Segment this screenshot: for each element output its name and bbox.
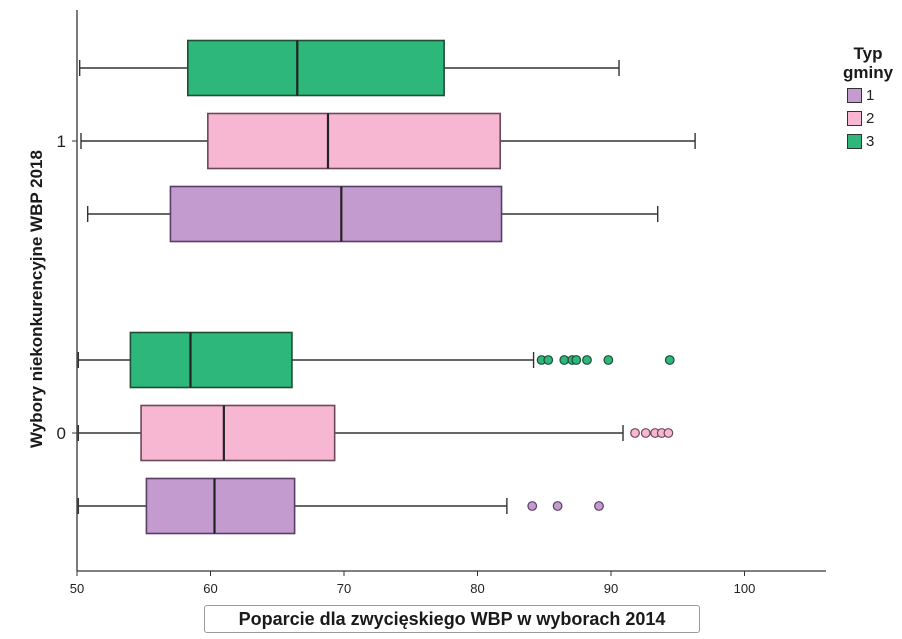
box-series-1-cat-0 — [145, 477, 296, 535]
legend-title: Typ gminy — [842, 44, 894, 82]
x-tick-label-50: 50 — [70, 581, 84, 596]
legend-label-2: 2 — [866, 109, 875, 127]
y-axis-title-text: Wybory niekonkurencyjne WBP 2018 — [27, 150, 46, 448]
legend-item-1: 1 — [838, 85, 898, 105]
outlier-series-3-cat-0-6 — [603, 355, 614, 365]
x-tick-label-100: 100 — [734, 581, 756, 596]
legend: Typ gminy 1 2 3 — [838, 44, 898, 151]
legend-swatch-3 — [847, 133, 862, 149]
legend-item-2: 2 — [838, 108, 898, 128]
legend-item-3: 3 — [838, 131, 898, 151]
legend-label-1: 1 — [866, 86, 875, 104]
outlier-series-3-cat-0-2 — [559, 355, 570, 365]
outlier-series-3-cat-0-1 — [543, 355, 554, 365]
outlier-series-1-cat-0-0 — [527, 501, 538, 511]
y-tick-label-0: 0 — [57, 424, 66, 443]
x-axis-title: Poparcie dla zwycięskiego WBP w wyborach… — [204, 605, 700, 633]
legend-swatch-1 — [847, 87, 862, 103]
x-tick-label-70: 70 — [337, 581, 351, 596]
box-series-3-cat-1 — [187, 39, 445, 97]
x-tick-label-60: 60 — [203, 581, 217, 596]
y-tick-label-1: 1 — [57, 132, 66, 151]
outlier-series-3-cat-0-4 — [571, 355, 582, 365]
outlier-series-2-cat-0-1 — [640, 428, 651, 438]
outlier-series-2-cat-0-0 — [630, 428, 640, 438]
outlier-series-3-cat-0-5 — [582, 355, 592, 365]
legend-swatch-2 — [847, 110, 862, 126]
legend-items: 1 2 3 — [838, 85, 898, 151]
box-series-1-cat-1 — [169, 185, 503, 243]
box-series-2-cat-0 — [140, 404, 336, 462]
box-series-3-cat-0 — [129, 331, 293, 389]
outlier-series-2-cat-0-4 — [663, 428, 674, 438]
outlier-series-1-cat-0-1 — [552, 501, 563, 511]
x-tick-label-90: 90 — [604, 581, 618, 596]
box-series-2-cat-1 — [207, 112, 501, 170]
outlier-series-1-cat-0-2 — [594, 501, 604, 511]
outlier-series-3-cat-0-7 — [664, 355, 675, 365]
x-tick-label-80: 80 — [470, 581, 484, 596]
legend-label-3: 3 — [866, 132, 875, 150]
